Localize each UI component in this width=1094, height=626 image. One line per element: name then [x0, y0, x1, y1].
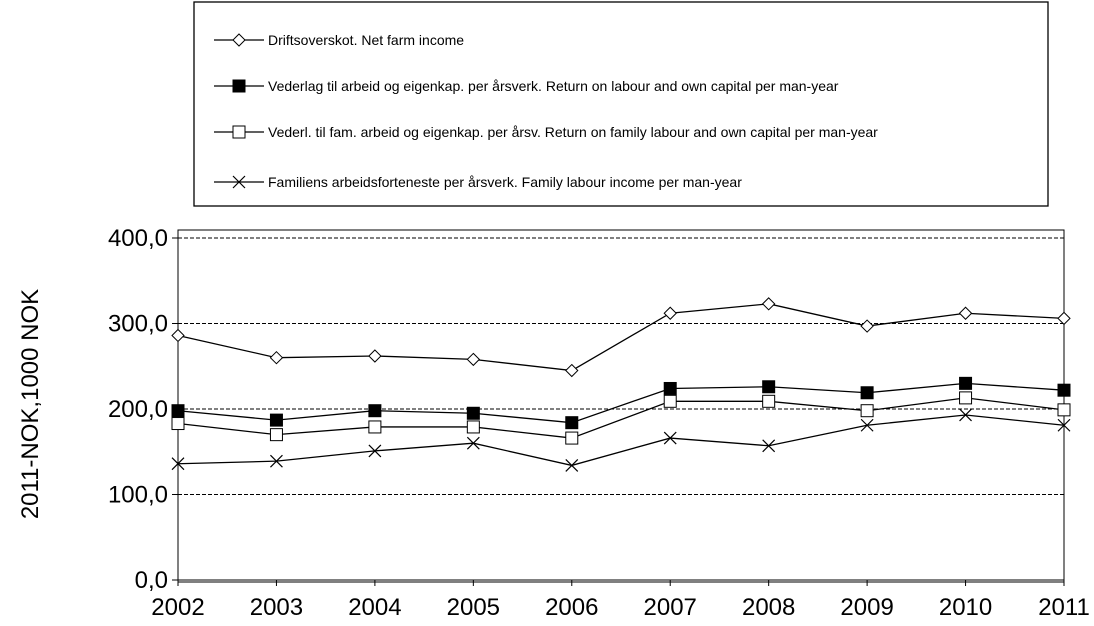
- axes: 0,0 100,0 200,0 300,0 400,0 2002 2003 2004 2005 2…: [108, 225, 1090, 621]
- data-point: [565, 416, 579, 430]
- series-line: [177, 414, 1065, 467]
- data-point: [1057, 383, 1071, 397]
- y-tick-label: 100,0: [108, 482, 168, 509]
- series-2: [171, 376, 1071, 430]
- data-point: [663, 431, 677, 445]
- data-point: [860, 386, 874, 400]
- legend-marker: [232, 125, 246, 139]
- x-tick-label: 2008: [742, 594, 795, 621]
- data-point: [958, 306, 973, 320]
- legend-entry: Driftsoverskot. Net farm income: [214, 32, 464, 48]
- legend-label: Familiens arbeidsforteneste per årsverk.…: [268, 174, 742, 190]
- series-line: [177, 397, 1065, 439]
- data-point: [762, 380, 776, 394]
- data-point: [466, 352, 481, 367]
- legend-marker: [232, 33, 246, 47]
- data-point: [270, 454, 283, 468]
- data-point: [959, 376, 973, 390]
- x-tick-label: 2009: [840, 594, 893, 621]
- legend-entry: Familiens arbeidsforteneste per årsverk.…: [214, 174, 742, 190]
- data-point: [171, 404, 185, 418]
- y-tick-label: 400,0: [108, 225, 168, 252]
- x-tick-label: 2005: [447, 594, 500, 621]
- y-tick-label: 300,0: [108, 311, 168, 338]
- data-point: [368, 444, 382, 458]
- series-4: [171, 408, 1071, 472]
- legend-entry: Vederlag til arbeid og eigenkap. per års…: [214, 78, 839, 94]
- data-point: [762, 439, 776, 453]
- data-point: [171, 457, 185, 471]
- x-tick-label: 2011: [1038, 594, 1090, 621]
- x-tick-label: 2004: [348, 594, 401, 621]
- legend-entry: Vederl. til fam. arbeid og eigenkap. per…: [214, 124, 878, 140]
- data-point: [959, 391, 973, 405]
- data-point: [860, 404, 874, 418]
- legend-label: Vederl. til fam. arbeid og eigenkap. per…: [268, 124, 878, 140]
- data-point: [860, 319, 874, 333]
- legend-marker: [232, 79, 246, 93]
- data-point: [368, 420, 382, 434]
- x-tick-label: 2006: [545, 594, 598, 621]
- series-1: [171, 297, 1071, 378]
- data-point: [565, 459, 579, 472]
- data-point: [959, 408, 972, 422]
- data-point: [860, 418, 874, 432]
- series-3: [171, 391, 1071, 445]
- data-point: [466, 420, 480, 434]
- y-tick-label: 200,0: [108, 396, 168, 423]
- x-tick-label: 2010: [939, 594, 992, 621]
- legend-label: Driftsoverskot. Net farm income: [268, 32, 464, 48]
- data-point: [663, 381, 677, 395]
- data-point: [368, 349, 382, 363]
- data-point: [466, 436, 480, 450]
- x-tick-label: 2002: [151, 594, 204, 621]
- data-point: [269, 413, 283, 427]
- x-tick-label: 2007: [644, 594, 697, 621]
- series-layer: [171, 297, 1071, 472]
- gridlines: [178, 237, 1064, 495]
- data-point: [762, 394, 776, 408]
- data-point: [1057, 418, 1071, 432]
- data-point: [269, 350, 284, 365]
- data-point: [368, 404, 382, 418]
- y-axis-label: 2011-NOK,1000 NOK: [17, 289, 44, 519]
- x-tick-label: 2003: [250, 594, 303, 621]
- legend: Driftsoverskot. Net farm income Vederlag …: [193, 1, 1049, 207]
- data-point: [466, 406, 480, 420]
- data-point: [761, 297, 776, 311]
- data-point: [565, 431, 579, 445]
- data-point: [269, 428, 283, 442]
- data-point: [1057, 311, 1071, 326]
- data-point: [663, 394, 677, 408]
- series-line: [177, 382, 1065, 424]
- data-point: [1057, 403, 1071, 417]
- data-point: [663, 306, 677, 320]
- legend-frame: [193, 1, 1049, 207]
- y-tick-label: 0,0: [135, 567, 168, 594]
- legend-marker: [232, 175, 246, 189]
- data-point: [171, 417, 185, 431]
- data-point: [565, 363, 579, 378]
- series-line: [177, 303, 1065, 372]
- data-point: [171, 328, 185, 343]
- legend-label: Vederlag til arbeid og eigenkap. per års…: [268, 78, 839, 94]
